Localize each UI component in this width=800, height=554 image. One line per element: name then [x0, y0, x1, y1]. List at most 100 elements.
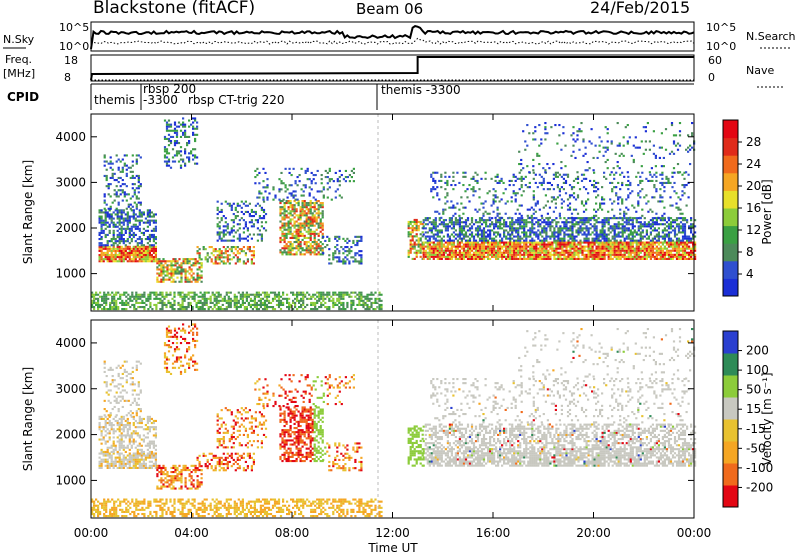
power-cell	[432, 186, 435, 189]
power-cell	[647, 251, 650, 254]
power-cell	[298, 180, 301, 183]
power-cell	[280, 182, 283, 185]
power-cell	[534, 126, 537, 129]
power-cell	[194, 140, 197, 143]
power-cell	[97, 297, 100, 300]
power-cell	[504, 202, 507, 205]
power-cell	[544, 122, 547, 125]
power-cell	[309, 210, 312, 213]
power-cell	[112, 244, 115, 247]
power-cell	[495, 225, 498, 228]
power-cell	[491, 241, 494, 244]
power-cell	[472, 241, 476, 244]
power-cell	[287, 222, 290, 225]
power-cell	[167, 160, 171, 163]
power-cell	[464, 190, 467, 193]
power-cell	[178, 270, 181, 273]
power-cell	[448, 255, 451, 258]
power-cell	[360, 237, 363, 240]
power-cell	[673, 235, 677, 238]
power-cell	[557, 227, 560, 230]
power-cell	[532, 177, 535, 180]
power-cell	[226, 225, 229, 228]
power-cell	[462, 233, 466, 236]
power-cell	[148, 209, 151, 212]
power-cell	[442, 223, 445, 226]
power-cell	[236, 202, 239, 205]
power-cell	[468, 245, 472, 248]
power-cell	[175, 152, 179, 155]
power-cell	[515, 239, 518, 242]
power-cell	[561, 247, 564, 250]
power-cell	[629, 231, 632, 234]
power-cell	[460, 245, 463, 248]
power-cell	[288, 192, 291, 195]
power-cell	[214, 258, 217, 261]
power-cell	[409, 251, 412, 254]
power-cell	[607, 253, 610, 256]
power-cell	[587, 227, 590, 230]
power-cell	[637, 202, 640, 205]
power-cell	[98, 231, 101, 234]
power-cell	[216, 200, 219, 203]
power-cell	[576, 171, 579, 174]
power-cell	[601, 247, 604, 250]
power-cell	[599, 247, 602, 250]
power-cell	[358, 262, 361, 265]
power-cell	[489, 241, 492, 244]
power-cell	[611, 257, 614, 260]
power-cell	[649, 231, 652, 234]
power-cell	[289, 220, 292, 223]
power-cell	[631, 225, 634, 228]
power-cell	[196, 274, 199, 277]
power-cell	[597, 257, 600, 260]
power-cell	[240, 217, 243, 220]
power-cell	[513, 235, 516, 238]
power-cell	[224, 250, 227, 253]
power-cell	[143, 308, 146, 311]
power-cell	[190, 276, 193, 279]
power-cell	[603, 253, 606, 256]
power-cell	[304, 184, 307, 187]
power-cell	[629, 184, 632, 187]
power-cell	[672, 142, 676, 145]
power-cell	[248, 233, 251, 236]
power-cell	[450, 227, 453, 230]
power-cell	[509, 225, 512, 228]
power-cell	[456, 239, 459, 242]
power-cell	[424, 241, 427, 244]
power-cell	[426, 231, 429, 234]
power-cell	[583, 223, 586, 226]
power-cell	[328, 186, 331, 189]
power-cell	[555, 243, 558, 246]
power-cell	[535, 221, 538, 224]
power-cell	[200, 258, 203, 261]
power-cell	[428, 239, 431, 242]
power-cell	[432, 255, 435, 258]
power-cell	[285, 200, 288, 203]
power-cell	[105, 179, 108, 182]
power-cell	[160, 260, 163, 263]
power-cell	[511, 223, 514, 226]
power-cell	[496, 175, 499, 178]
power-cell	[446, 245, 449, 248]
power-cell	[307, 204, 310, 207]
power-cell	[515, 249, 518, 252]
power-cell	[280, 171, 283, 174]
power-cell	[488, 212, 491, 215]
power-cell	[100, 211, 103, 214]
power-cell	[244, 223, 247, 226]
power-cell	[434, 243, 437, 246]
power-cell	[177, 142, 181, 145]
power-cell	[440, 247, 443, 250]
power-cell	[172, 270, 175, 273]
power-cell	[570, 186, 574, 189]
power-cell	[505, 251, 508, 254]
power-cell	[450, 184, 453, 187]
power-cell	[124, 258, 127, 261]
power-cell	[344, 169, 347, 172]
power-cell	[450, 253, 453, 256]
power-cell	[566, 175, 570, 178]
power-cell	[137, 293, 140, 296]
power-cell	[281, 247, 284, 250]
